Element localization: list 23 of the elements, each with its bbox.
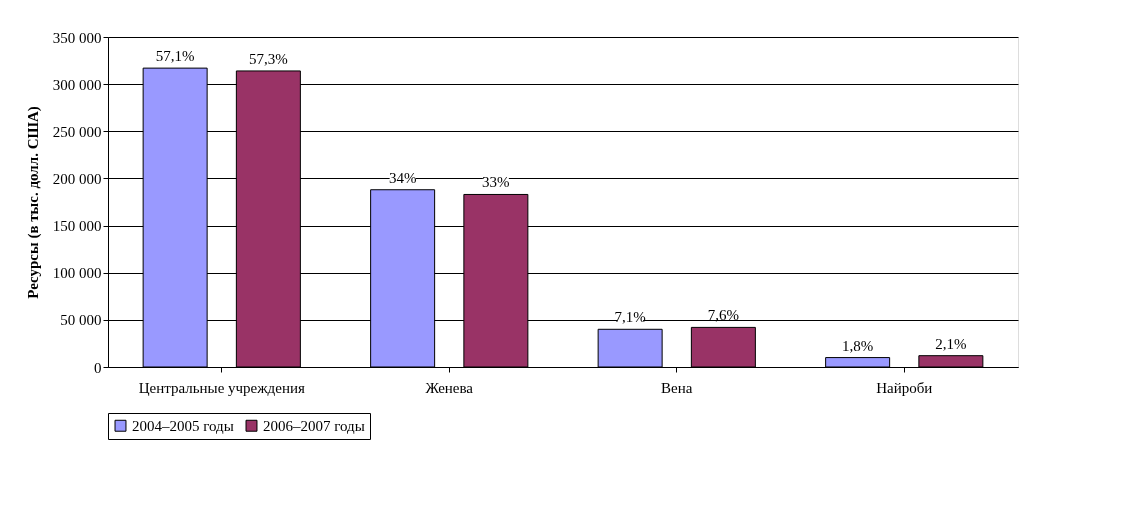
y-tick-label: 0 — [94, 359, 102, 376]
y-tick-label: 50 000 — [60, 312, 102, 329]
x-tick-label: Центральные учреждения — [138, 379, 305, 396]
annotation: 7,1% — [614, 309, 646, 326]
y-tick-label: 300 000 — [52, 76, 102, 93]
y-axis-title: Ресурсы (в тыс. долл. США) — [24, 106, 42, 299]
legend-label: 2004–2005 годы — [132, 417, 234, 434]
annotation: 1,8% — [842, 337, 874, 354]
y-tick-label: 150 000 — [52, 218, 102, 235]
y-tick-label: 250 000 — [52, 123, 102, 140]
annotation: 34% — [388, 169, 417, 186]
annotation: 2,1% — [935, 335, 967, 352]
x-tick-label: Найроби — [876, 379, 933, 396]
y-tick-label: 200 000 — [52, 170, 102, 187]
annotation: 57,3% — [248, 50, 288, 67]
annotation: 33% — [482, 174, 510, 191]
x-tick-label: Женева — [425, 379, 474, 396]
x-tick-label: Вена — [661, 379, 693, 396]
legend-label: 2006–2007 годы — [263, 417, 365, 434]
annotation: 57,1% — [155, 48, 195, 65]
y-tick-label: 350 000 — [52, 29, 102, 46]
y-tick-label: 100 000 — [52, 265, 102, 282]
annotation: 7,6% — [707, 307, 739, 324]
